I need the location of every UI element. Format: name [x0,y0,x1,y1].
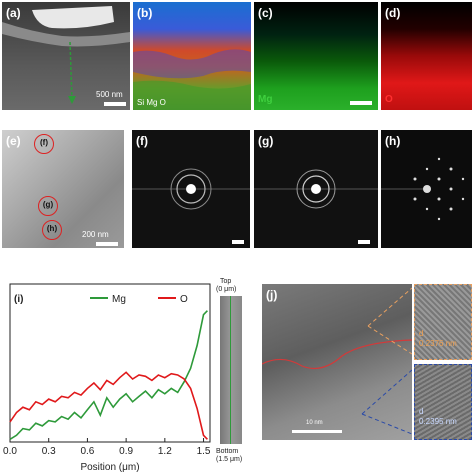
coating-layer-shape [2,6,130,104]
panel-d-label: (d) [385,6,401,20]
panel-b-label: (b) [137,6,153,20]
strip-green-line [230,296,231,444]
strip-top-value: (0 μm) [216,286,237,293]
panel-j-label: (j) [266,288,278,302]
strip-image [220,296,242,444]
x-tick-label: 0.9 [119,446,133,457]
panel-d-element: O [385,94,393,105]
panel-b-eds-map: (b) Si Mg O [133,2,251,110]
plot-frame [9,283,211,443]
panel-a-tem-image: (a) 500 nm [2,2,130,110]
panel-f-rings [132,168,250,210]
panel-c-mg-map: (c) Mg [254,2,378,110]
inset-top-d-value: 0.2376 nm [419,339,457,348]
legend-o-text: O [180,294,188,305]
x-tick-label: 1.5 [197,446,211,457]
panel-f-diffraction: (f) [132,130,250,248]
panel-g-rings [254,169,378,209]
panel-e-label: (e) [6,134,21,148]
panel-j-hrtem: (j) 10 nm d 0.2376 nm d 0.2395 nm [262,284,472,440]
panel-e-scale-bar [96,242,118,246]
x-tick-label: 0.0 [3,446,17,457]
panel-a-scale-bar [104,102,126,106]
panel-a-label: (a) [6,6,21,20]
x-axis-label: Position (μm) [80,462,139,473]
panel-c-label: (c) [258,6,273,20]
series-line-mg [9,310,208,440]
panel-j-overlays [262,287,412,435]
x-tick-label: 0.3 [42,446,56,457]
panel-g-diffraction: (g) [254,130,378,248]
series-lines [9,310,208,440]
marker-h: (h) [42,220,62,240]
panel-j-scale-text: 10 nm [306,420,323,426]
panel-g-label: (g) [258,134,274,148]
inset-bottom-d-value: 0.2395 nm [419,417,457,426]
panel-f-scale-bar [232,240,244,244]
inset-top-d-label: d [419,329,424,338]
panel-c-scale-bar [350,101,372,105]
panel-j-main-image: (j) 10 nm [262,284,412,440]
panel-i-line-profile: 0.0 0.3 0.6 0.9 1.2 1.5 (i) Mg O Position (μm… [0,278,216,474]
panel-e-scale-text: 200 nm [82,230,109,239]
panel-e-tem-image: (e) (f) (g) (h) 200 nm [2,130,124,248]
panel-h-spots [381,157,465,221]
x-tick-label: 0.6 [80,446,94,457]
x-ticks: 0.0 0.3 0.6 0.9 1.2 1.5 [3,438,211,457]
panel-a-scale-text: 500 nm [96,90,123,99]
panel-h-label: (h) [385,134,401,148]
series-line-o [9,371,208,440]
strip-bottom-label: Bottom [216,448,239,455]
strip-bottom-value: (1.5 μm) [216,456,243,463]
panel-d-o-map: (d) O [381,2,472,110]
inset-bottom-d-label: d [419,407,424,416]
panel-f-label: (f) [136,134,148,148]
panel-g-scale-bar [358,240,370,244]
x-tick-label: 1.2 [158,446,172,457]
panel-c-element: Mg [258,94,273,105]
legend-mg-text: Mg [112,294,126,305]
panel-j-inset-top: d 0.2376 nm [414,284,472,360]
marker-g: (g) [38,196,58,216]
marker-f: (f) [34,134,54,154]
panel-h-diffraction: (h) [381,130,472,248]
line-profile-chart: 0.0 0.3 0.6 0.9 1.2 1.5 (i) Mg O Position (μm… [3,283,211,473]
depth-strip: Top (0 μm) Bottom (1.5 μm) [216,278,246,474]
panel-j-inset-bottom: d 0.2395 nm [414,364,472,440]
panel-b-texture [133,49,251,110]
strip-top-label: Top [220,278,232,285]
panel-b-legend: Si Mg O [137,98,166,107]
panel-i-label: (i) [14,294,23,305]
